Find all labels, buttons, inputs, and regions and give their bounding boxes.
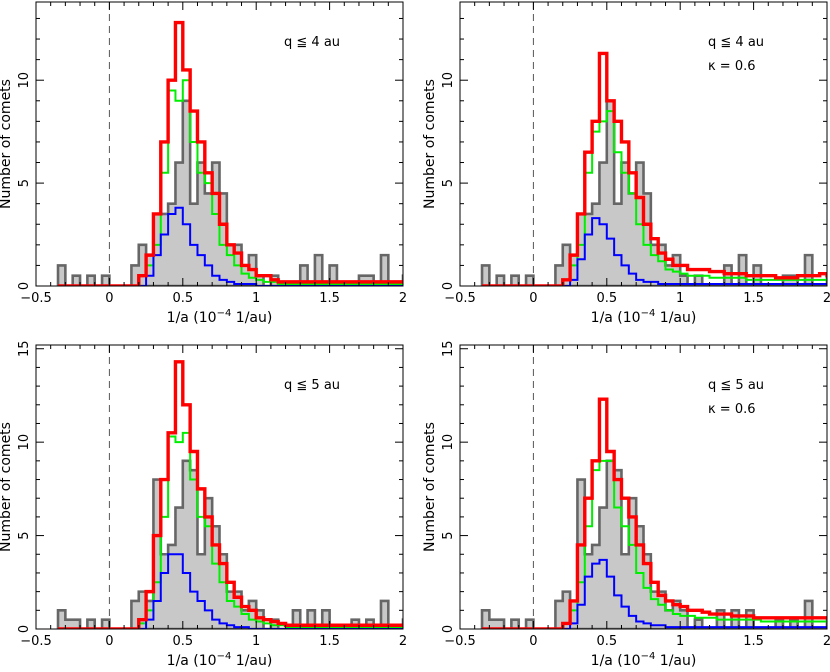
- plot-area: [480, 51, 827, 286]
- y-tick-label: 5: [17, 179, 32, 187]
- x-tick-label: 1: [676, 291, 684, 306]
- y-tick-label: 0: [17, 625, 32, 633]
- plot-area: [480, 397, 827, 629]
- x-axis-label: 1/a (10−4 1/au): [591, 651, 697, 669]
- perihelion-annotation: q ≦ 5 au: [284, 378, 340, 393]
- x-tick-label: 1: [676, 634, 684, 649]
- red-series-line: [482, 397, 827, 629]
- y-tick-label: 5: [441, 531, 456, 539]
- plot-frame: [35, 344, 404, 630]
- x-tick-label: 0.5: [596, 634, 617, 649]
- y-tick-label: 10: [17, 434, 32, 451]
- plot-frame: [459, 1, 828, 287]
- x-axis-label: 1/a (10−4 1/au): [167, 651, 273, 669]
- y-tick-label: 15: [17, 340, 32, 357]
- perihelion-annotation: q ≦ 5 au: [708, 378, 764, 393]
- x-tick-label: −0.5: [20, 291, 52, 306]
- observed-histogram: [480, 99, 827, 286]
- y-tick-label: 0: [17, 282, 32, 290]
- red-series-line: [482, 51, 827, 286]
- x-tick-label: 1.5: [319, 634, 340, 649]
- perihelion-annotation: q ≦ 4 au: [284, 35, 340, 50]
- x-tick-label: 1.5: [743, 634, 764, 649]
- red-series-line: [58, 360, 403, 629]
- y-tick-label: 5: [441, 179, 456, 187]
- plot-frame: [35, 1, 404, 287]
- x-tick-label: 2: [399, 634, 407, 649]
- perihelion-annotation: q ≦ 4 au: [708, 35, 764, 50]
- x-tick-label: 0.5: [596, 291, 617, 306]
- x-tick-label: 0.5: [172, 634, 193, 649]
- x-tick-label: 2: [399, 291, 407, 306]
- y-tick-label: 10: [441, 72, 456, 89]
- kappa-annotation: κ = 0.6: [708, 59, 756, 74]
- blue-series-line: [58, 206, 403, 286]
- y-axis-label: Number of comets: [422, 79, 438, 209]
- x-tick-label: 1.5: [743, 291, 764, 306]
- kappa-annotation: κ = 0.6: [708, 402, 756, 417]
- y-tick-label: 15: [441, 340, 456, 357]
- blue-series-line: [482, 558, 827, 629]
- plot-area: [56, 360, 403, 629]
- x-tick-label: 0.5: [172, 291, 193, 306]
- y-tick-label: 0: [441, 625, 456, 633]
- plot-area: [56, 20, 403, 286]
- x-tick-label: 1.5: [319, 291, 340, 306]
- x-axis-label: 1/a (10−4 1/au): [167, 308, 273, 326]
- y-tick-label: 5: [17, 531, 32, 539]
- red-series-line: [58, 20, 403, 286]
- x-tick-label: 2: [823, 291, 830, 306]
- x-tick-label: 0: [529, 634, 537, 649]
- x-tick-label: 0: [529, 291, 537, 306]
- x-tick-label: −0.5: [20, 634, 52, 649]
- x-tick-label: 1: [252, 291, 260, 306]
- green-series-line: [58, 431, 403, 629]
- blue-series-line: [482, 217, 827, 286]
- observed-histogram: [480, 459, 827, 629]
- x-tick-label: 1: [252, 634, 260, 649]
- x-tick-label: −0.5: [444, 634, 476, 649]
- y-axis-label: Number of comets: [422, 422, 438, 552]
- y-tick-label: 10: [441, 434, 456, 451]
- y-axis-label: Number of comets: [0, 422, 14, 552]
- observed-histogram: [56, 459, 403, 629]
- y-axis-label: Number of comets: [0, 79, 14, 209]
- x-tick-label: −0.5: [444, 291, 476, 306]
- y-tick-label: 0: [441, 282, 456, 290]
- plot-frame: [459, 344, 828, 630]
- x-tick-label: 0: [105, 634, 113, 649]
- x-axis-label: 1/a (10−4 1/au): [591, 308, 697, 326]
- y-tick-label: 10: [17, 72, 32, 89]
- x-tick-label: 0: [105, 291, 113, 306]
- observed-histogram: [56, 99, 403, 286]
- x-tick-label: 2: [823, 634, 830, 649]
